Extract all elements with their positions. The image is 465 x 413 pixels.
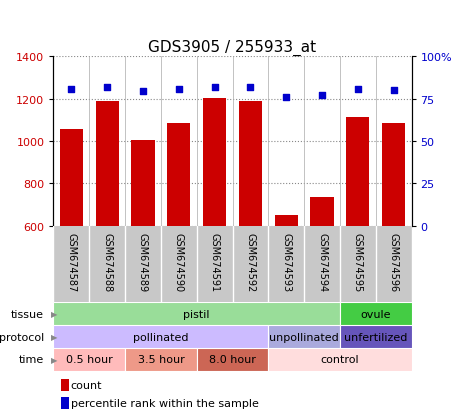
Bar — [239, 102, 262, 226]
Text: tissue: tissue — [11, 309, 44, 319]
Text: 3.5 hour: 3.5 hour — [138, 354, 184, 365]
Point — [318, 93, 325, 99]
Text: control: control — [320, 354, 359, 365]
Bar — [53, 348, 125, 371]
Text: GSM674588: GSM674588 — [102, 233, 112, 292]
Text: pistil: pistil — [184, 309, 210, 319]
Text: GSM674587: GSM674587 — [66, 233, 76, 292]
Bar — [53, 303, 340, 325]
Text: unfertilized: unfertilized — [344, 332, 407, 342]
Point — [390, 88, 397, 94]
Text: unpollinated: unpollinated — [269, 332, 339, 342]
Text: GSM674590: GSM674590 — [174, 233, 184, 292]
Bar — [60, 130, 83, 226]
Text: GSM674596: GSM674596 — [389, 233, 399, 292]
Title: GDS3905 / 255933_at: GDS3905 / 255933_at — [148, 40, 317, 56]
Bar — [310, 198, 334, 226]
Text: count: count — [71, 380, 102, 390]
Text: time: time — [19, 354, 44, 365]
Bar — [203, 98, 226, 226]
Text: 8.0 hour: 8.0 hour — [209, 354, 256, 365]
Bar — [340, 325, 412, 348]
Bar — [274, 216, 298, 226]
Bar — [346, 117, 370, 226]
Text: percentile rank within the sample: percentile rank within the sample — [71, 398, 259, 408]
Point — [67, 87, 75, 93]
Text: ▶: ▶ — [51, 310, 58, 318]
Bar — [125, 348, 197, 371]
Point — [139, 88, 146, 95]
Bar — [60, 379, 69, 391]
Text: ovule: ovule — [360, 309, 391, 319]
Text: pollinated: pollinated — [133, 332, 189, 342]
Point — [211, 84, 218, 91]
Point — [282, 94, 290, 101]
Text: GSM674594: GSM674594 — [317, 233, 327, 292]
Bar — [197, 348, 268, 371]
Text: GSM674592: GSM674592 — [246, 233, 255, 292]
Bar — [268, 348, 412, 371]
Point — [246, 84, 254, 91]
Text: GSM674595: GSM674595 — [353, 233, 363, 292]
Bar — [268, 325, 340, 348]
Text: GSM674589: GSM674589 — [138, 233, 148, 292]
Text: ▶: ▶ — [51, 332, 58, 341]
Bar — [60, 396, 69, 409]
Bar — [340, 303, 412, 325]
Bar — [382, 123, 405, 226]
Bar — [53, 325, 268, 348]
Text: 0.5 hour: 0.5 hour — [66, 354, 113, 365]
Text: protocol: protocol — [0, 332, 44, 342]
Bar — [131, 140, 155, 226]
Point — [354, 87, 361, 93]
Text: GSM674593: GSM674593 — [281, 233, 291, 292]
Text: GSM674591: GSM674591 — [210, 233, 219, 292]
Text: ▶: ▶ — [51, 355, 58, 364]
Point — [103, 84, 111, 91]
Bar — [167, 123, 191, 226]
Point — [175, 87, 182, 93]
Bar — [95, 102, 119, 226]
